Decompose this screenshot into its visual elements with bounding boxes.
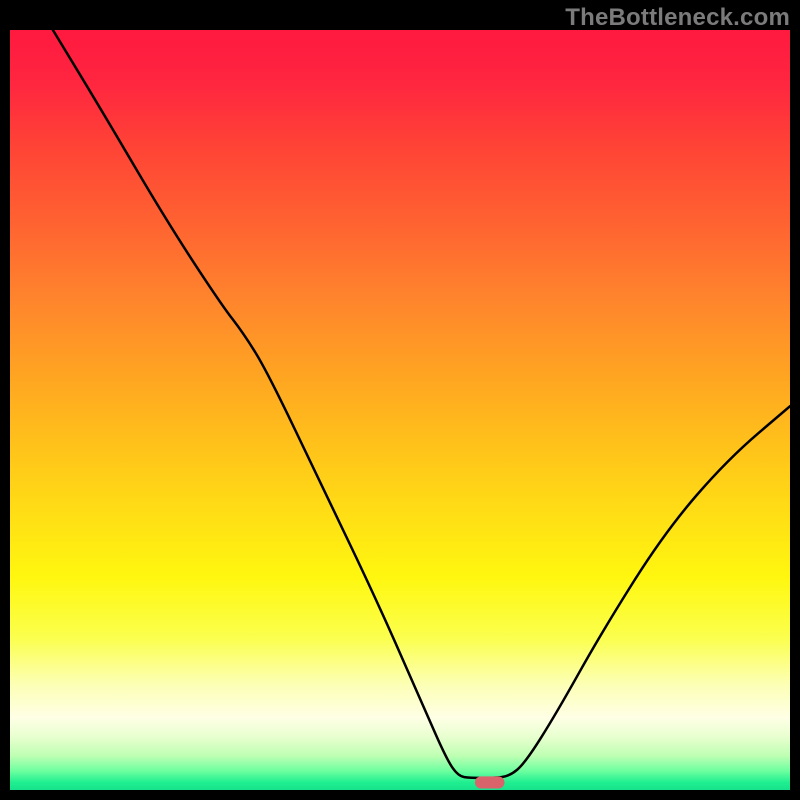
chart-container: TheBottleneck.com [0, 0, 800, 800]
watermark-text: TheBottleneck.com [565, 4, 790, 32]
gradient-background [10, 30, 790, 790]
target-marker [475, 776, 505, 788]
plot-svg [10, 30, 790, 790]
plot-area [10, 30, 790, 790]
